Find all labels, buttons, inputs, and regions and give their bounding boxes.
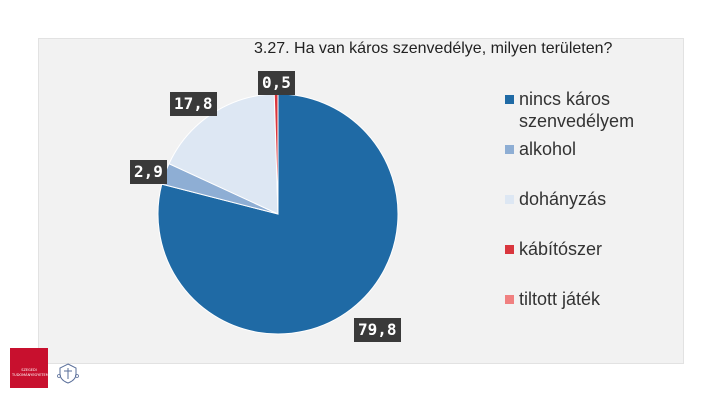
legend-swatch bbox=[505, 195, 514, 204]
legend-item-alkohol: alkohol bbox=[505, 138, 669, 160]
data-label-kabitoszer: 0,5 bbox=[258, 71, 295, 95]
university-crest-icon bbox=[57, 363, 79, 384]
legend-swatch bbox=[505, 145, 514, 154]
legend-swatch bbox=[505, 95, 514, 104]
legend-label: dohányzás bbox=[519, 189, 607, 209]
university-logo-icon: SZEGEDI TUDOMÁNYEGYETEM bbox=[10, 348, 49, 388]
legend-label: nincs káros szenvedélyem bbox=[519, 88, 669, 132]
legend-label-line: szenvedélyem bbox=[519, 111, 635, 131]
legend: nincs káros szenvedélyem alkohol dohányz… bbox=[505, 85, 675, 333]
legend-swatch bbox=[505, 245, 514, 254]
legend-item-nincs: nincs káros szenvedélyem bbox=[505, 88, 669, 132]
legend-label-line: nincs káros bbox=[519, 89, 611, 109]
data-label-alkohol: 2,9 bbox=[130, 160, 167, 184]
legend-item-dohanyzas: dohányzás bbox=[505, 188, 669, 210]
logo-text: SZEGEDI TUDOMÁNYEGYETEM bbox=[12, 368, 49, 377]
legend-item-kabitoszer: kábítószer bbox=[505, 238, 669, 260]
data-label-nincs: 79,8 bbox=[354, 318, 401, 342]
legend-label: kábítószer bbox=[519, 239, 603, 259]
data-label-dohanyzas: 17,8 bbox=[170, 92, 217, 116]
legend-item-tiltott-jatek: tiltott játék bbox=[505, 288, 669, 310]
legend-label: tiltott játék bbox=[519, 289, 601, 309]
chart-title: 3.27. Ha van káros szenvedélye, milyen t… bbox=[254, 40, 613, 57]
legend-swatch bbox=[505, 295, 514, 304]
legend-label: alkohol bbox=[519, 139, 577, 159]
